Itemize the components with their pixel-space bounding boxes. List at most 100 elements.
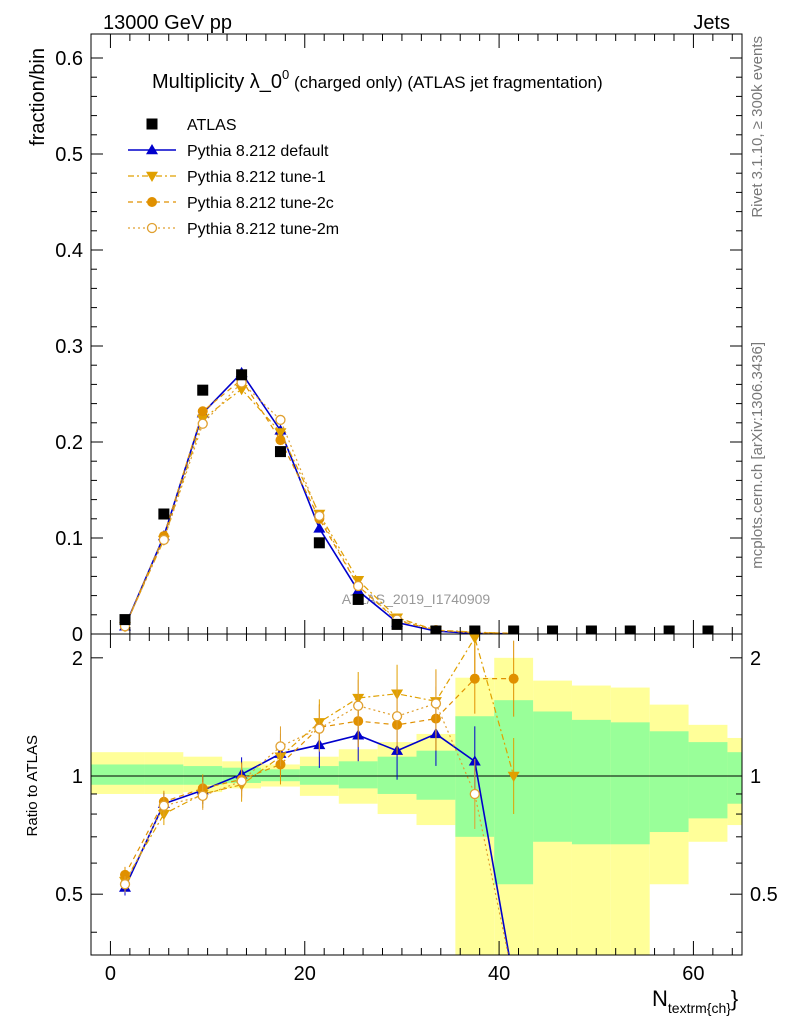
ytick-label-top: 0.2 <box>55 432 83 454</box>
ratio-point-3 <box>120 869 131 880</box>
ratio-point-4 <box>314 723 325 734</box>
legend: ATLAS Pythia 8.212 default Pythia 8.212 tu… <box>128 117 339 238</box>
atlas-point <box>274 446 286 458</box>
header-category: Jets <box>693 12 730 34</box>
series-point-4 <box>275 414 286 426</box>
legend-label-0: ATLAS <box>187 117 237 134</box>
xtick-label: 60 <box>682 963 704 985</box>
ratio-point-2 <box>507 771 520 783</box>
ratio-bands <box>91 657 742 955</box>
legend-label-3: Pythia 8.212 tune-2c <box>187 195 334 212</box>
atlas-point <box>702 625 714 634</box>
ytick-label-top: 0.6 <box>55 48 83 70</box>
band-green <box>338 761 378 789</box>
chart-title-main: Multiplicity λ_0 <box>152 71 282 93</box>
ratio-point-4 <box>197 790 208 802</box>
atlas-point <box>624 625 636 634</box>
ratio-line-2 <box>124 636 515 882</box>
chart-title-rest: (charged only) (ATLAS jet fragmentation) <box>289 73 602 92</box>
xtick-label: 40 <box>488 963 510 985</box>
series-point-4 <box>353 580 364 592</box>
atlas-point <box>508 625 520 634</box>
ytick-label-bottom: 1 <box>72 766 83 788</box>
xlabel: Ntextrm{ch}} <box>652 986 738 1016</box>
header-energy: 13000 GeV pp <box>103 12 232 34</box>
atlas-point <box>547 625 559 634</box>
ytick-label-bottom-right: 1 <box>750 766 761 788</box>
band-green <box>727 752 742 804</box>
xlabel-sub: textrm{ch} <box>668 1000 731 1016</box>
chart-title: Multiplicity λ_00 (charged only) (ATLAS … <box>152 67 603 93</box>
ratio-point-4 <box>275 741 286 752</box>
band-green <box>610 722 650 845</box>
atlas-point <box>469 625 481 634</box>
series-point-4 <box>197 418 208 429</box>
series-point-1 <box>313 522 326 533</box>
legend-label-2: Pythia 8.212 tune-1 <box>187 169 326 186</box>
atlas-point <box>119 614 131 626</box>
atlas-point <box>352 593 364 605</box>
ratio-point-4 <box>469 788 480 800</box>
series-point-2 <box>235 385 248 396</box>
ratio-point-2 <box>469 634 481 644</box>
top-series <box>119 366 714 634</box>
ytick-label-top: 0.4 <box>55 240 83 262</box>
ytick-label-bottom: 0.5 <box>55 884 83 906</box>
series-point-3 <box>275 435 286 446</box>
band-green <box>533 711 572 842</box>
legend-marker-4 <box>146 222 158 234</box>
xtick-label: 20 <box>294 963 316 985</box>
ratio-point-4 <box>430 698 442 709</box>
ratio-point-4 <box>391 711 403 722</box>
analysis-watermark: ATLAS_2019_I1740909 <box>342 591 491 607</box>
ratio-series <box>119 634 520 955</box>
xlabel-close: } <box>731 986 738 1011</box>
ylabel-top: fraction/bin <box>27 48 49 146</box>
atlas-point <box>663 625 675 634</box>
band-green <box>571 719 611 845</box>
ratio-point-4 <box>353 700 364 711</box>
ytick-label-top: 0.1 <box>55 528 83 550</box>
series-point-4 <box>314 510 325 522</box>
atlas-point <box>313 537 325 549</box>
atlas-point <box>585 625 597 634</box>
ytick-label-bottom-right: 0.5 <box>750 884 778 906</box>
atlas-point <box>158 508 170 520</box>
ytick-label-top: 0 <box>72 624 83 646</box>
band-green <box>649 731 689 833</box>
xtick-label: 0 <box>105 963 116 985</box>
axes: 0 0.1 0.2 0.3 0.4 0.5 0.6 0 20 40 60 0.5 0.5 1 1 2 2 <box>55 33 778 985</box>
ytick-label-top: 0.5 <box>55 144 83 166</box>
ratio-point-4 <box>119 879 131 890</box>
xlabel-main: N <box>652 986 668 1011</box>
ytick-label-top: 0.3 <box>55 336 83 358</box>
ytick-label-bottom-right: 2 <box>750 648 761 670</box>
series-point-4 <box>158 534 170 546</box>
atlas-point <box>197 384 209 396</box>
chart-title-sup: 0 <box>282 67 289 82</box>
ratio-point-4 <box>158 800 170 811</box>
ratio-point-3 <box>508 673 519 684</box>
atlas-point <box>236 369 248 381</box>
legend-marker-3 <box>147 197 157 207</box>
band-green <box>299 766 339 785</box>
rivet-label: Rivet 3.1.10, ≥ 300k events <box>749 36 766 218</box>
mcplots-label: mcplots.cern.ch [arXiv:1306.3436] <box>749 342 766 569</box>
legend-marker-1 <box>146 144 158 155</box>
ratio-point-3 <box>469 673 480 684</box>
ratio-point-4 <box>236 776 247 787</box>
band-green <box>688 742 728 819</box>
legend-marker-2 <box>146 171 158 182</box>
band-green <box>144 764 184 785</box>
band-green <box>91 764 145 785</box>
ylabel-bottom: Ratio to ATLAS <box>24 735 41 836</box>
series-point-3 <box>197 406 208 417</box>
ratio-line-3 <box>124 678 514 876</box>
atlas-point <box>430 625 442 634</box>
legend-label-1: Pythia 8.212 default <box>187 143 329 160</box>
series-point-2 <box>274 428 287 439</box>
bottom-frame <box>90 633 743 956</box>
atlas-point <box>391 618 403 630</box>
ytick-label-bottom: 2 <box>72 648 83 670</box>
